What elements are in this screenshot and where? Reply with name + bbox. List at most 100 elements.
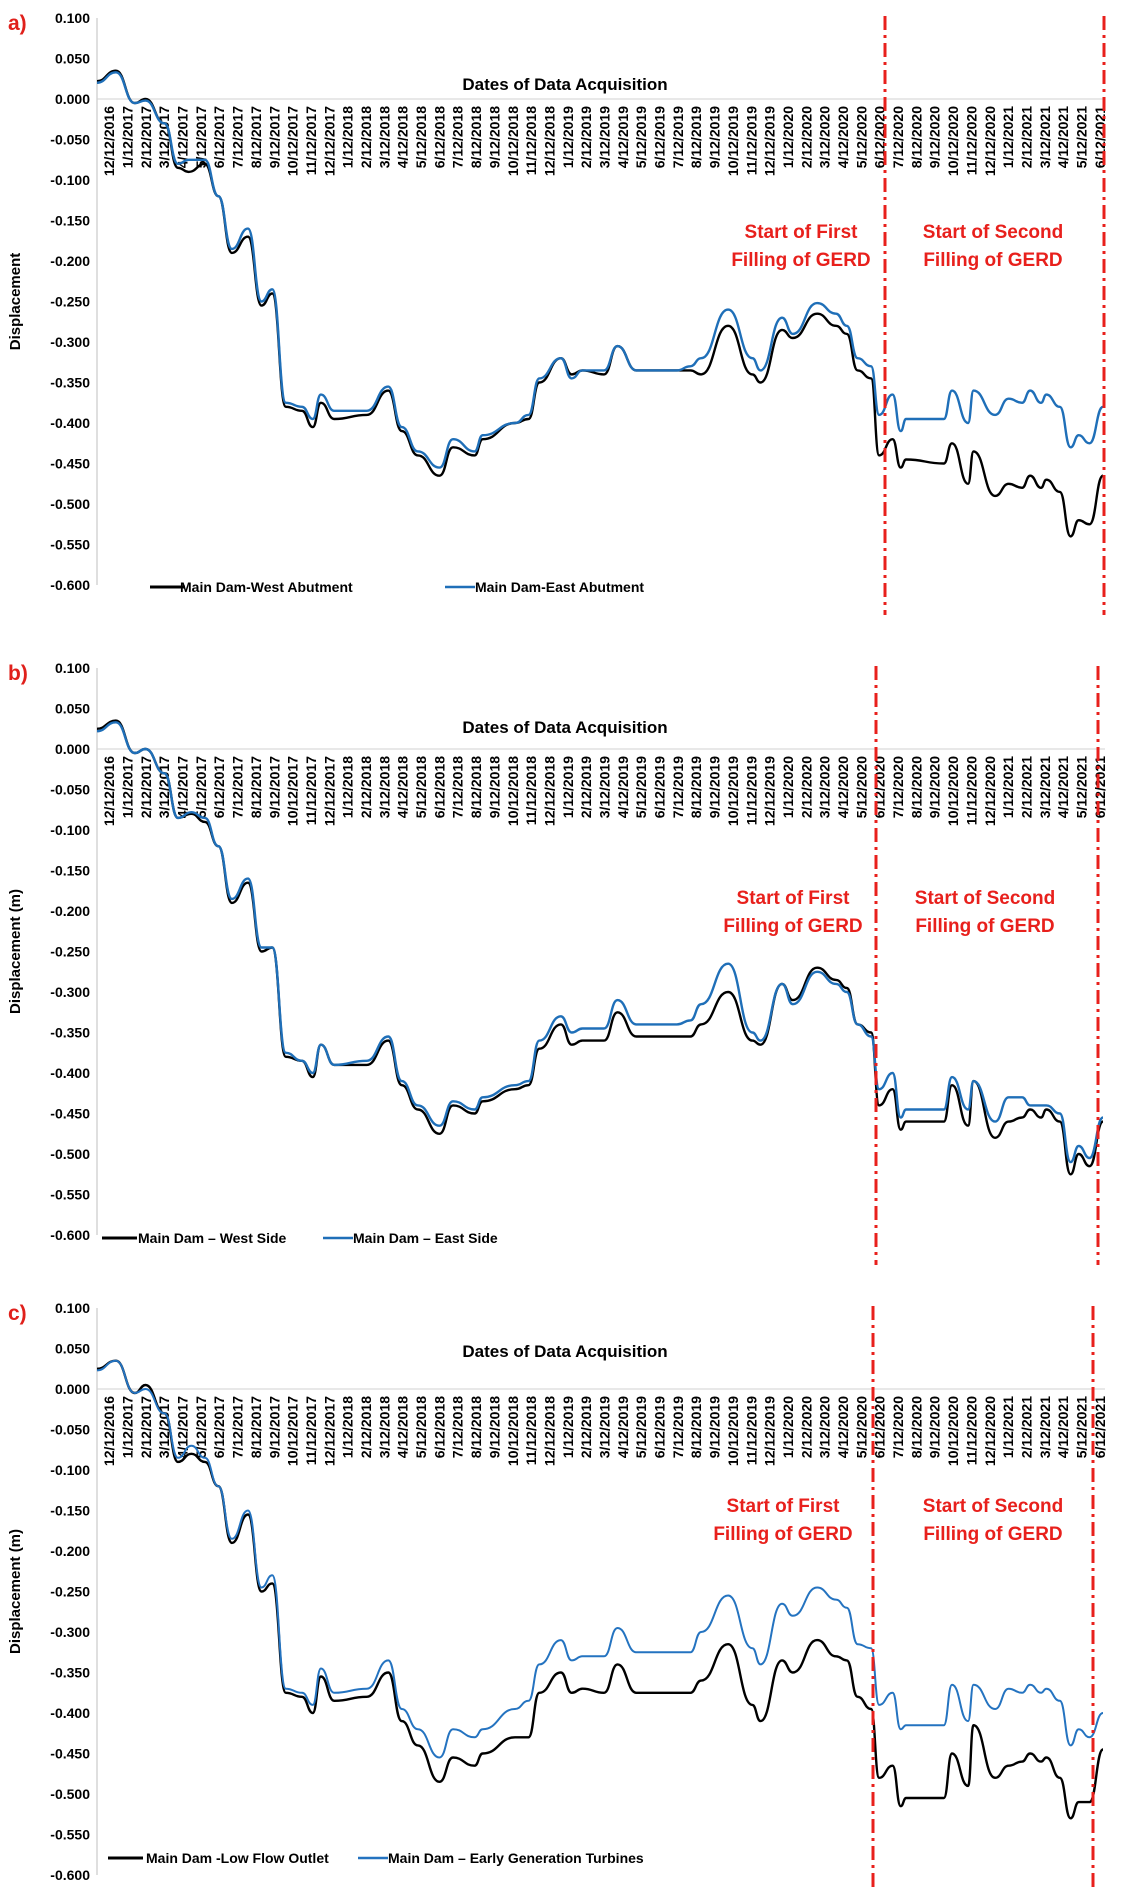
x-tick-label: 12/12/2017 (321, 106, 337, 176)
x-tick-label: 7/12/2020 (890, 1396, 906, 1458)
x-tick-label: 4/12/2019 (615, 756, 631, 818)
x-tick-label: 10/12/2017 (285, 756, 301, 826)
x-tick-label: 5/12/2018 (413, 106, 429, 168)
x-tick-label: 6/12/2018 (431, 1396, 447, 1458)
x-tick-label: 3/12/2021 (1037, 1396, 1053, 1458)
y-tick-label: -0.050 (50, 782, 90, 798)
second-filling-annotation: Filling of GERD (915, 916, 1054, 937)
x-tick-label: 6/12/2018 (431, 106, 447, 168)
x-tick-label: 11/12/2017 (303, 106, 319, 176)
x-tick-label: 6/12/2019 (652, 1396, 668, 1458)
x-tick-label: 3/12/2021 (1037, 106, 1053, 168)
x-tick-label: 8/12/2017 (248, 756, 264, 818)
x-tick-label: 12/12/2017 (321, 1396, 337, 1466)
y-tick-label: -0.550 (50, 1187, 90, 1203)
y-tick-label: 0.000 (55, 1381, 90, 1397)
x-tick-label: 8/12/2020 (908, 756, 924, 818)
y-tick-label: -0.600 (50, 577, 90, 593)
x-tick-label: 5/12/2018 (413, 756, 429, 818)
x-tick-label: 7/12/2019 (670, 756, 686, 818)
x-tick-label: 5/12/2017 (193, 756, 209, 818)
panel-label: c) (8, 1302, 27, 1325)
x-tick-label: 11/12/2019 (743, 756, 759, 826)
y-tick-label: -0.500 (50, 1146, 90, 1162)
second-filling-annotation: Start of Second (923, 222, 1063, 243)
y-tick-label: 0.000 (55, 91, 90, 107)
x-tick-label: 7/12/2017 (230, 1396, 246, 1458)
x-tick-label: 4/12/2017 (175, 1396, 191, 1458)
x-tick-label: 4/12/2017 (175, 756, 191, 818)
x-tick-label: 2/12/2020 (798, 756, 814, 818)
legend-label: Main Dam – West Side (138, 1230, 287, 1246)
x-tick-label: 1/12/2019 (560, 756, 576, 818)
x-axis-title: Dates of Data Acquisition (462, 1342, 667, 1361)
x-tick-label: 9/12/2018 (486, 1396, 502, 1458)
y-tick-label: 0.100 (55, 1300, 90, 1316)
x-tick-label: 9/12/2017 (266, 1396, 282, 1458)
legend-label: Main Dam – East Side (353, 1230, 498, 1246)
x-tick-label: 5/12/2017 (193, 106, 209, 168)
x-tick-label: 9/12/2019 (707, 756, 723, 818)
first-filling-annotation: Start of First (737, 888, 851, 909)
x-tick-label: 1/12/2018 (340, 756, 356, 818)
x-tick-label: 3/12/2018 (376, 1396, 392, 1458)
second-filling-annotation: Filling of GERD (923, 250, 1062, 271)
x-tick-label: 5/12/2019 (633, 756, 649, 818)
x-tick-label: 1/12/2021 (1000, 756, 1016, 818)
x-tick-label: 6/12/2021 (1092, 756, 1108, 818)
y-tick-label: -0.350 (50, 1025, 90, 1041)
x-tick-label: 4/12/2018 (395, 106, 411, 168)
series-line-black (96, 1359, 1105, 1820)
y-tick-label: -0.350 (50, 375, 90, 391)
x-tick-label: 12/12/2019 (762, 1396, 778, 1466)
x-tick-label: 3/12/2019 (597, 756, 613, 818)
x-tick-label: 3/12/2020 (817, 1396, 833, 1458)
x-tick-label: 8/12/2018 (468, 756, 484, 818)
x-tick-label: 12/12/2019 (762, 756, 778, 826)
x-tick-label: 6/12/2020 (872, 756, 888, 818)
x-tick-label: 2/12/2019 (578, 756, 594, 818)
x-tick-label: 9/12/2019 (707, 1396, 723, 1458)
x-tick-label: 12/12/2018 (541, 756, 557, 826)
y-tick-label: -0.600 (50, 1867, 90, 1883)
x-tick-label: 11/12/2018 (523, 106, 539, 176)
second-filling-annotation: Start of Second (915, 888, 1055, 909)
y-tick-label: -0.050 (50, 1422, 90, 1438)
x-tick-label: 8/12/2019 (688, 756, 704, 818)
x-tick-label: 6/12/2018 (431, 756, 447, 818)
y-tick-label: -0.050 (50, 132, 90, 148)
y-tick-label: -0.100 (50, 172, 90, 188)
y-axis-label: Displacement (m) (7, 889, 24, 1014)
x-tick-label: 11/12/2019 (743, 1396, 759, 1466)
x-tick-label: 10/12/2020 (945, 1396, 961, 1466)
x-tick-label: 5/12/2020 (853, 756, 869, 818)
x-tick-label: 11/12/2020 (963, 756, 979, 826)
y-tick-label: -0.450 (50, 1106, 90, 1122)
x-tick-label: 3/12/2021 (1037, 756, 1053, 818)
first-filling-annotation: Filling of GERD (713, 1524, 852, 1545)
x-tick-label: 7/12/2020 (890, 106, 906, 168)
x-tick-label: 2/12/2020 (798, 106, 814, 168)
y-tick-label: -0.450 (50, 1746, 90, 1762)
x-tick-label: 6/12/2017 (211, 1396, 227, 1458)
legend-label: Main Dam -Low Flow Outlet (146, 1850, 329, 1866)
first-filling-annotation: Start of First (727, 1496, 841, 1517)
y-tick-label: 0.100 (55, 10, 90, 26)
x-tick-label: 3/12/2019 (597, 1396, 613, 1458)
x-tick-label: 8/12/2019 (688, 1396, 704, 1458)
x-tick-label: 8/12/2018 (468, 106, 484, 168)
x-tick-label: 3/12/2020 (817, 756, 833, 818)
y-tick-label: -0.400 (50, 1065, 90, 1081)
x-tick-label: 4/12/2020 (835, 756, 851, 818)
y-tick-label: -0.250 (50, 294, 90, 310)
series-line-blue (96, 1359, 1104, 1759)
panel-label: b) (8, 662, 28, 685)
x-tick-label: 6/12/2020 (872, 1396, 888, 1458)
y-tick-label: -0.400 (50, 415, 90, 431)
x-tick-label: 5/12/2020 (853, 106, 869, 168)
y-tick-label: -0.200 (50, 903, 90, 919)
x-tick-label: 3/12/2018 (376, 756, 392, 818)
x-tick-label: 10/12/2019 (725, 106, 741, 176)
first-filling-annotation: Filling of GERD (723, 916, 862, 937)
x-axis-title: Dates of Data Acquisition (462, 75, 667, 94)
